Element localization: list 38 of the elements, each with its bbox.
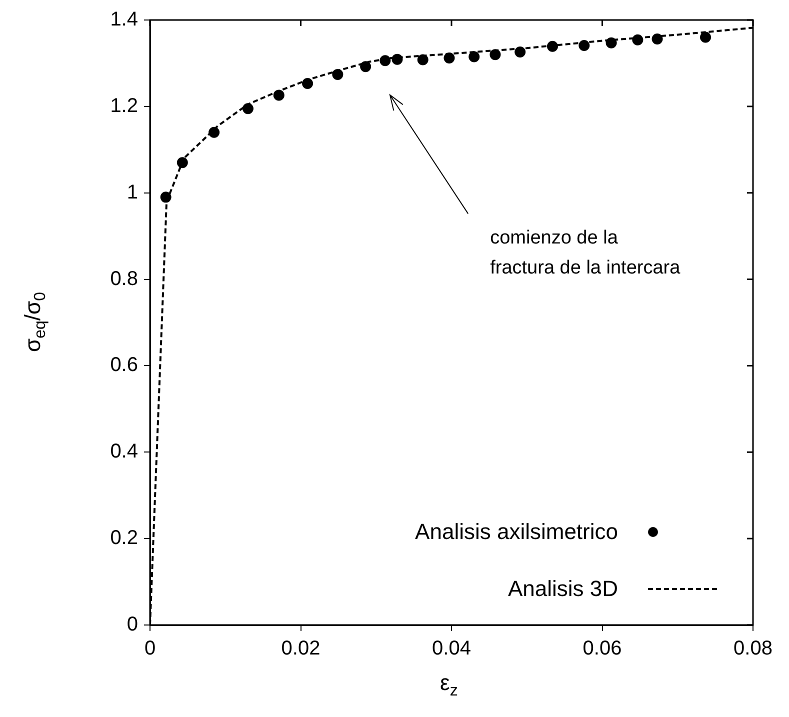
- point: [578, 40, 590, 51]
- point: [242, 103, 254, 114]
- point: [417, 54, 428, 66]
- point: [514, 46, 526, 58]
- y-tick-label: 1.4: [110, 8, 138, 31]
- point: [632, 34, 644, 46]
- x-tick-label: 0: [144, 638, 156, 660]
- point: [547, 40, 558, 52]
- legend-label: Analisis axilsimetrico: [415, 519, 618, 545]
- legend-label: Analisis 3D: [508, 576, 618, 602]
- point: [652, 34, 663, 45]
- point: [302, 78, 314, 90]
- point: [176, 157, 188, 168]
- annotation: comienzo de la fractura de la intercara: [490, 227, 681, 278]
- y-tick-label: 1.2: [110, 94, 138, 117]
- point: [160, 192, 172, 203]
- y-tick-label: 0.4: [110, 440, 138, 463]
- x-axis-title: ε$_{z}$: [440, 670, 458, 700]
- point: [360, 61, 372, 72]
- y-tick-label: 0: [126, 614, 138, 636]
- point: [444, 52, 455, 64]
- y-tick-label: 1: [126, 181, 138, 204]
- point: [700, 32, 712, 43]
- y-tick-label: 0.6: [110, 354, 138, 376]
- y-tick-label: 0.8: [110, 268, 138, 290]
- x-tick-label: 0.06: [582, 638, 622, 660]
- x-tick-label: 0.02: [281, 638, 320, 660]
- y-tick-label: 0.2: [110, 527, 138, 550]
- point: [273, 90, 284, 101]
- point: [208, 126, 220, 138]
- point: [380, 55, 391, 66]
- point: [332, 68, 344, 80]
- x-tick-label: 0.04: [432, 638, 471, 660]
- point: [392, 54, 403, 65]
- x-tick-label: 0.08: [734, 638, 772, 660]
- point: [490, 49, 501, 60]
- point: [468, 51, 480, 62]
- point: [606, 37, 617, 48]
